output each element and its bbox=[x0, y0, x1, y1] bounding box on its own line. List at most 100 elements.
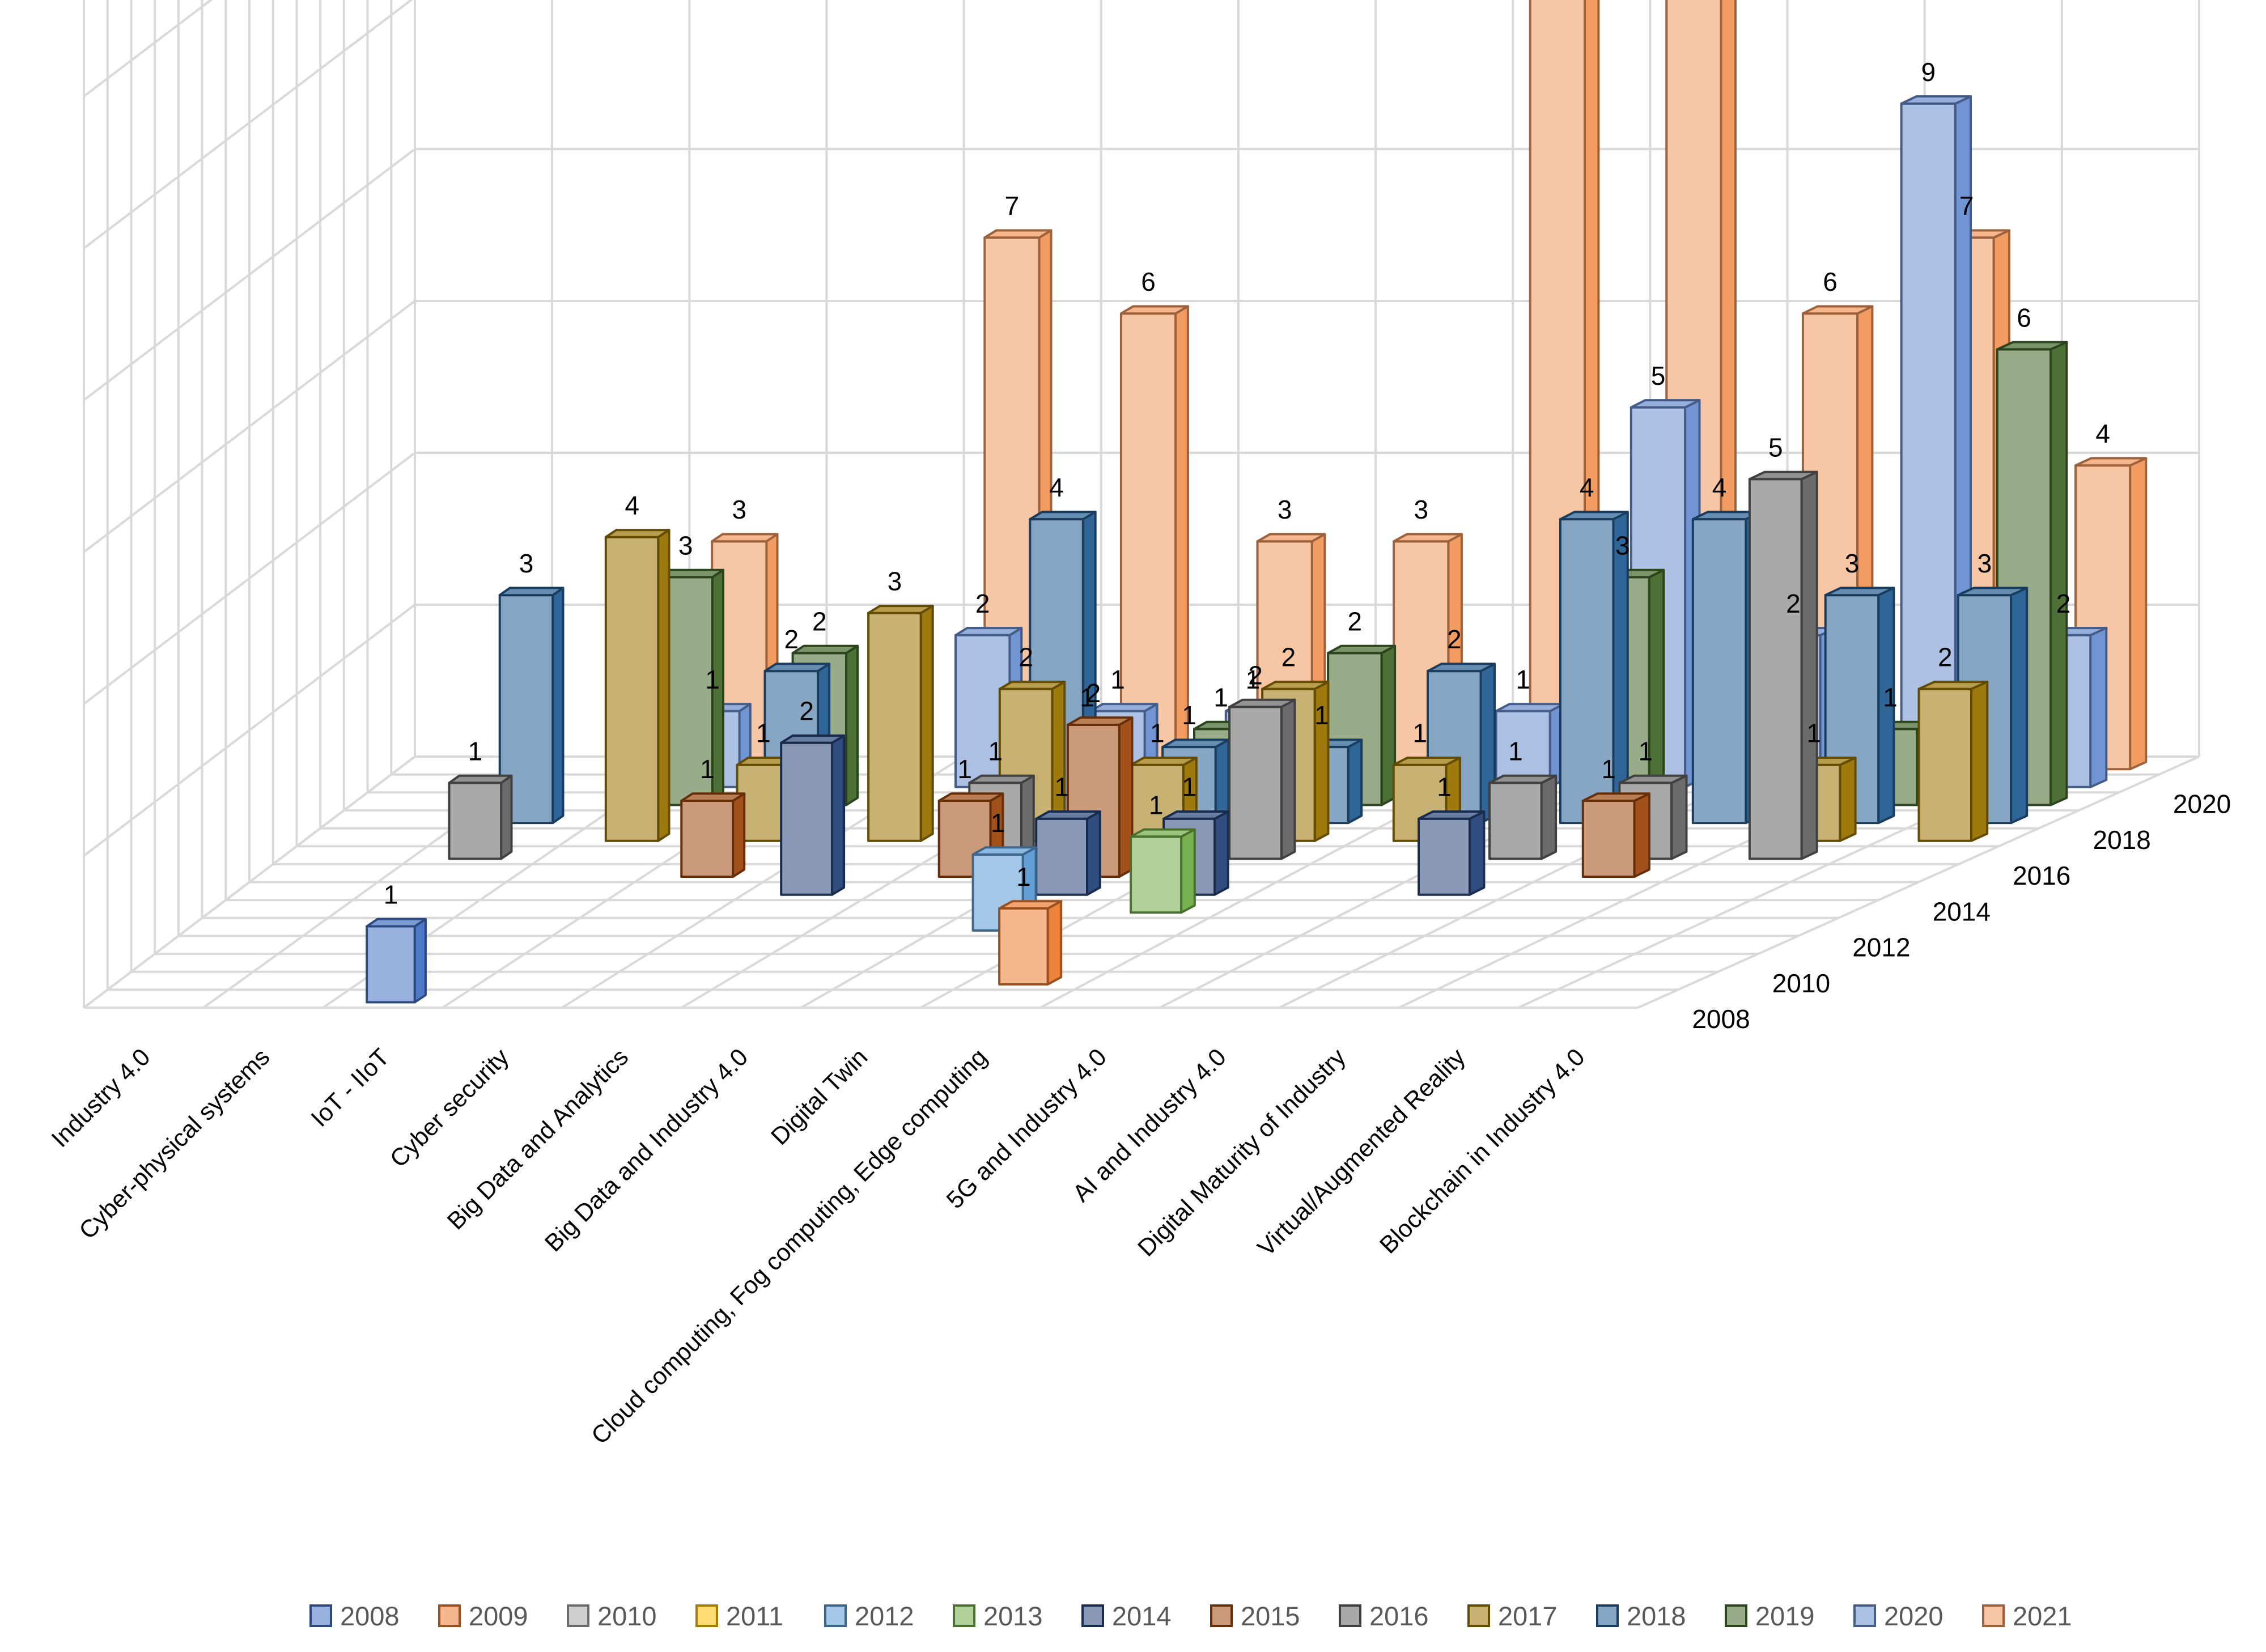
bar-side-face bbox=[1540, 774, 1558, 860]
bar-top-face bbox=[1089, 703, 1159, 712]
bar-2019-2 bbox=[657, 568, 724, 806]
category-label: Blockchain in Industry 4.0 bbox=[1374, 1043, 1590, 1259]
data-label-2016-1: 1 bbox=[468, 736, 483, 766]
data-label-2020-12: 2 bbox=[2056, 589, 2071, 618]
bar-top-face bbox=[1630, 399, 1701, 409]
data-label-2019-9: 3 bbox=[1615, 530, 1630, 560]
legend-swatch-2018 bbox=[1596, 1604, 1619, 1627]
depth-label-2018: 2018 bbox=[2093, 825, 2151, 855]
data-label-2019-7: 2 bbox=[1348, 606, 1363, 636]
data-label-2015-10: 1 bbox=[1601, 754, 1616, 784]
bar-top-face bbox=[971, 846, 1037, 856]
data-label-2016-11: 5 bbox=[1768, 432, 1783, 462]
bar-front-face bbox=[1228, 706, 1283, 860]
bar-2015-3 bbox=[680, 792, 746, 878]
legend-swatch-2013 bbox=[953, 1604, 975, 1627]
data-label-2016-9: 1 bbox=[1508, 736, 1523, 766]
depth-axis-labels: 2008 2010 2012 2014 2016 2018 2020 bbox=[1692, 789, 2231, 1034]
legend-label-2010: 2010 bbox=[597, 1601, 657, 1631]
bar-top-face bbox=[763, 663, 831, 673]
bar-side-face bbox=[1469, 810, 1486, 896]
bar-2016-11 bbox=[1748, 470, 1818, 860]
bar-side-face bbox=[1046, 900, 1063, 986]
bar-top-face bbox=[680, 792, 746, 802]
category-label: Cyber security bbox=[385, 1043, 515, 1173]
data-label-2015-5: 1 bbox=[957, 754, 972, 784]
bar-top-face bbox=[1119, 305, 1189, 315]
data-label-2014-4: 2 bbox=[799, 697, 814, 726]
bar-top-face bbox=[937, 792, 1004, 802]
depth-label-2010: 2010 bbox=[1772, 969, 1830, 998]
bar-top-face bbox=[1581, 792, 1650, 802]
data-label-2019-2: 3 bbox=[678, 530, 693, 560]
data-label-2021-5: 6 bbox=[1141, 267, 1156, 296]
bar-front-face bbox=[1917, 687, 1973, 842]
data-label-2014-9: 1 bbox=[1437, 772, 1452, 802]
data-label-2021-7: 3 bbox=[1414, 495, 1428, 524]
bar-top-face bbox=[1261, 681, 1330, 690]
bar-top-face bbox=[1618, 774, 1688, 784]
category-label: Virtual/Augmented Reality bbox=[1253, 1043, 1471, 1262]
bar-front-face bbox=[1035, 817, 1089, 896]
bar-top-face bbox=[1130, 757, 1198, 766]
chart-legend: 2008 2009 2010 2011 2012 2013 2014 2015 2016 2017… bbox=[309, 1601, 2072, 1631]
category-label: Cyber-physical systems bbox=[74, 1043, 275, 1245]
data-label-2021-2: 3 bbox=[732, 495, 746, 524]
data-label-2020-4: 2 bbox=[975, 589, 990, 618]
bar-top-face bbox=[983, 229, 1053, 239]
bar-side-face bbox=[1086, 810, 1101, 896]
bar-2013-7 bbox=[1130, 828, 1196, 914]
bar-front-face bbox=[1119, 312, 1177, 771]
legend-swatch-2012 bbox=[824, 1604, 847, 1627]
bar-top-face bbox=[1256, 533, 1326, 543]
depth-label-2008: 2008 bbox=[1692, 1004, 1750, 1034]
bar-top-face bbox=[1824, 587, 1895, 597]
legend-label-2013: 2013 bbox=[983, 1601, 1043, 1631]
legend-swatch-2008 bbox=[309, 1604, 332, 1627]
bar-side-face bbox=[551, 587, 565, 825]
data-label-2018-6: 1 bbox=[1182, 700, 1196, 730]
legend-swatch-2010 bbox=[567, 1604, 589, 1627]
legend-label-2015: 2015 bbox=[1241, 1601, 1300, 1631]
bar-2017-2 bbox=[604, 529, 671, 842]
legend-swatch-2011 bbox=[695, 1604, 718, 1627]
bar-top-face bbox=[1162, 810, 1229, 820]
bar-front-face bbox=[366, 925, 416, 1004]
data-label-2019-6: 1 bbox=[1213, 682, 1228, 712]
bar-side-face bbox=[919, 605, 934, 842]
category-label: Digital Twin bbox=[766, 1043, 873, 1150]
bar-side-face bbox=[1174, 305, 1189, 771]
legend-swatch-2021 bbox=[1982, 1604, 2005, 1627]
bar-side-face bbox=[2049, 341, 2068, 806]
data-label-2018-9: 4 bbox=[1580, 473, 1594, 502]
bar-top-face bbox=[1130, 828, 1196, 838]
data-label-2017-8: 1 bbox=[1412, 719, 1427, 748]
data-label-2020-8: 1 bbox=[1516, 665, 1530, 694]
data-label-2017-5: 2 bbox=[1019, 643, 1033, 672]
data-label-2008-2: 1 bbox=[384, 880, 398, 910]
bar-2014-4 bbox=[780, 734, 846, 896]
bar-side-face bbox=[1280, 698, 1296, 860]
bar-top-face bbox=[1957, 587, 2029, 597]
bar-top-face bbox=[998, 681, 1066, 690]
data-label-2017-12: 2 bbox=[1938, 643, 1953, 672]
bar-top-face bbox=[1748, 470, 1818, 481]
data-label-2017-6: 1 bbox=[1150, 719, 1165, 748]
data-label-2020-6: 1 bbox=[1246, 665, 1261, 694]
bar-2017-12 bbox=[1917, 681, 1989, 842]
bar-side-face bbox=[2089, 627, 2108, 788]
bar-front-face bbox=[1488, 782, 1543, 860]
bar-top-face bbox=[1900, 95, 1972, 105]
data-label-2020-10: 2 bbox=[1786, 589, 1801, 618]
data-label-2017-7: 2 bbox=[1281, 643, 1296, 672]
data-labels: 3763312146741211152923211231632411244334… bbox=[384, 57, 2110, 910]
bar-top-face bbox=[1418, 810, 1486, 820]
data-label-2018-7: 1 bbox=[1314, 700, 1329, 730]
bar-top-face bbox=[791, 644, 859, 655]
legend-swatch-2016 bbox=[1339, 1604, 1361, 1627]
bar-front-face bbox=[1130, 835, 1183, 914]
bar-top-face bbox=[711, 533, 779, 543]
data-label-2018-5: 4 bbox=[1049, 473, 1064, 502]
bar-side-face bbox=[2129, 457, 2148, 771]
gridline-value-12 bbox=[83, 0, 213, 97]
